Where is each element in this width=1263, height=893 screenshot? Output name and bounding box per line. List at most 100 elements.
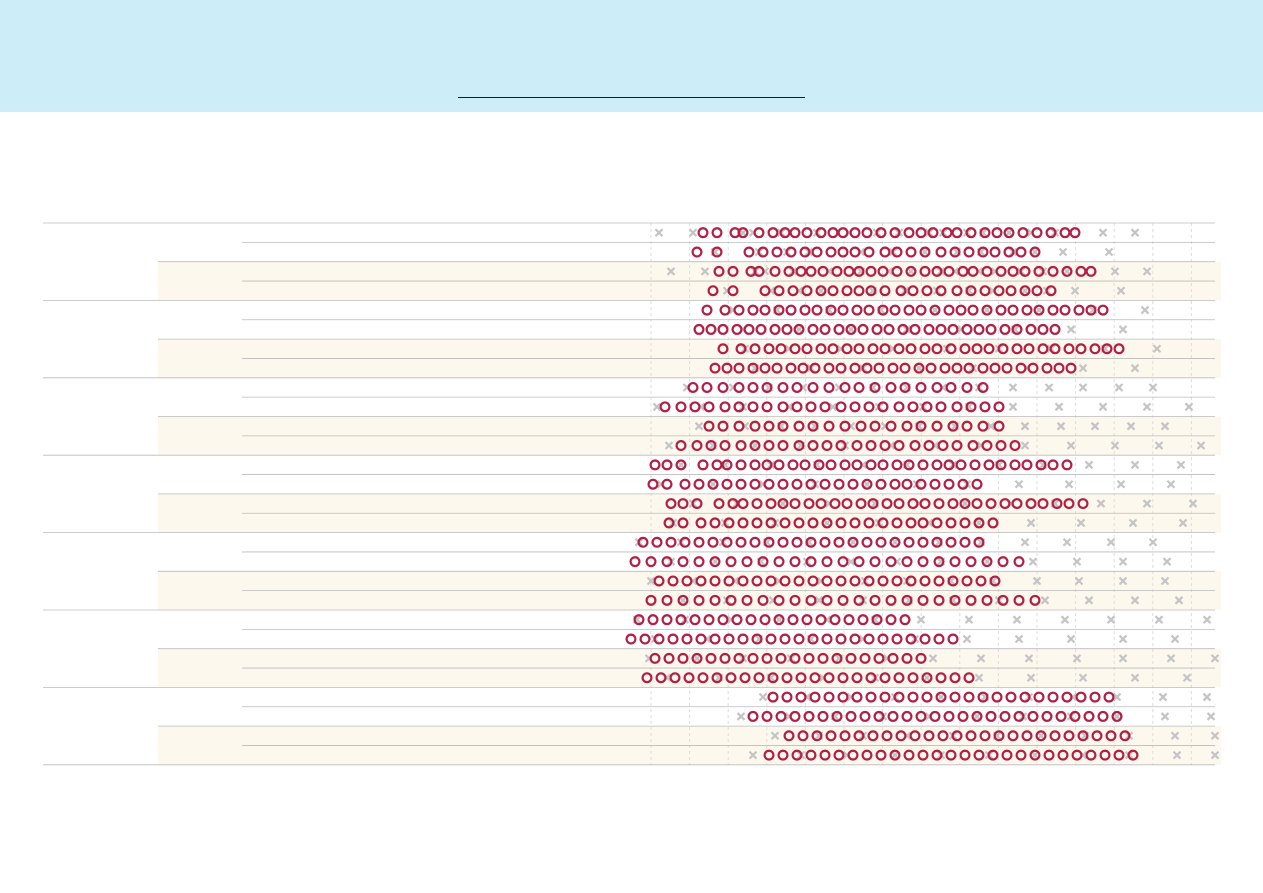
highlight-point: [783, 730, 795, 742]
highlight-point: [1045, 227, 1057, 239]
highlight-point: [803, 652, 815, 664]
highlight-point: [773, 594, 785, 606]
highlight-point: [991, 227, 1003, 239]
highlight-point: [793, 440, 805, 452]
highlight-point: [887, 362, 899, 374]
highlight-point: [893, 401, 905, 413]
background-point: [1188, 499, 1198, 508]
highlight-point: [929, 710, 941, 722]
highlight-point: [697, 672, 709, 684]
highlight-point: [737, 227, 749, 239]
highlight-point: [779, 633, 791, 645]
highlight-point: [705, 323, 717, 335]
highlight-point: [713, 498, 725, 510]
background-point: [1020, 537, 1030, 547]
highlight-point: [901, 710, 913, 722]
highlight-point: [889, 749, 901, 761]
highlight-point: [1013, 710, 1025, 722]
highlight-point: [941, 227, 953, 239]
background-point: [1148, 537, 1158, 547]
highlight-point: [851, 459, 863, 471]
highlight-point: [989, 362, 1001, 374]
highlight-point: [877, 459, 889, 471]
highlight-point: [889, 227, 901, 239]
highlight-point: [779, 227, 791, 239]
highlight-point: [649, 459, 661, 471]
highlight-point: [885, 420, 897, 432]
highlight-point: [711, 227, 723, 239]
highlight-point: [949, 594, 961, 606]
highlight-point: [779, 575, 791, 587]
highlight-point: [961, 575, 973, 587]
background-point: [1106, 615, 1116, 624]
background-point: [1034, 305, 1044, 315]
highlight-point: [919, 265, 931, 277]
background-point: [1160, 576, 1170, 586]
highlight-point: [875, 227, 887, 239]
highlight-point: [1075, 343, 1087, 355]
highlight-point: [807, 420, 819, 432]
highlight-point: [769, 323, 781, 335]
background-point: [916, 615, 926, 624]
highlight-point: [907, 285, 919, 297]
highlight-point: [723, 575, 735, 587]
highlight-point: [833, 478, 845, 490]
background-point: [1056, 421, 1066, 431]
highlight-point: [677, 517, 689, 529]
highlight-point: [763, 420, 775, 432]
highlight-point: [721, 459, 733, 471]
highlight-point: [723, 633, 735, 645]
highlight-point: [785, 362, 797, 374]
highlight-point: [973, 517, 985, 529]
highlight-point: [931, 381, 943, 393]
background-point: [1140, 305, 1150, 315]
highlight-point: [943, 710, 955, 722]
highlight-point: [891, 633, 903, 645]
background-point: [1178, 518, 1188, 528]
highlight-point: [1011, 498, 1023, 510]
highlight-point: [949, 672, 961, 684]
highlight-point: [923, 440, 935, 452]
highlight-point: [1099, 749, 1111, 761]
highlight-point: [893, 440, 905, 452]
highlight-point: [649, 652, 661, 664]
background-point: [960, 499, 970, 508]
highlight-point: [747, 304, 759, 316]
background-point: [1054, 402, 1064, 412]
highlight-point: [777, 478, 789, 490]
highlight-point: [763, 749, 775, 761]
highlight-point: [937, 440, 949, 452]
highlight-point: [763, 536, 775, 548]
highlight-point: [905, 343, 917, 355]
highlight-point: [1049, 730, 1061, 742]
background-point: [1130, 363, 1140, 373]
highlight-point: [995, 440, 1007, 452]
highlight-point: [767, 672, 779, 684]
highlight-point: [915, 227, 927, 239]
highlight-point: [851, 440, 863, 452]
background-point: [1098, 402, 1108, 412]
highlight-point: [1007, 265, 1019, 277]
highlight-point: [1061, 265, 1073, 277]
background-point: [778, 499, 788, 508]
highlight-point: [875, 536, 887, 548]
highlight-point: [1035, 459, 1047, 471]
highlight-point: [959, 343, 971, 355]
highlight-point: [761, 401, 773, 413]
background-point: [920, 247, 930, 257]
background-point: [1066, 634, 1076, 644]
background-point: [1172, 750, 1182, 760]
background-point: [1210, 750, 1220, 760]
highlight-point: [917, 749, 929, 761]
highlight-point: [849, 633, 861, 645]
highlight-point: [767, 691, 779, 703]
highlight-point: [1097, 710, 1109, 722]
background-point: [1020, 441, 1030, 450]
highlight-point: [675, 440, 687, 452]
highlight-point: [781, 323, 793, 335]
highlight-point: [823, 672, 835, 684]
highlight-point: [933, 556, 945, 568]
background-point: [1166, 479, 1176, 489]
highlight-point: [965, 594, 977, 606]
highlight-point: [927, 227, 939, 239]
